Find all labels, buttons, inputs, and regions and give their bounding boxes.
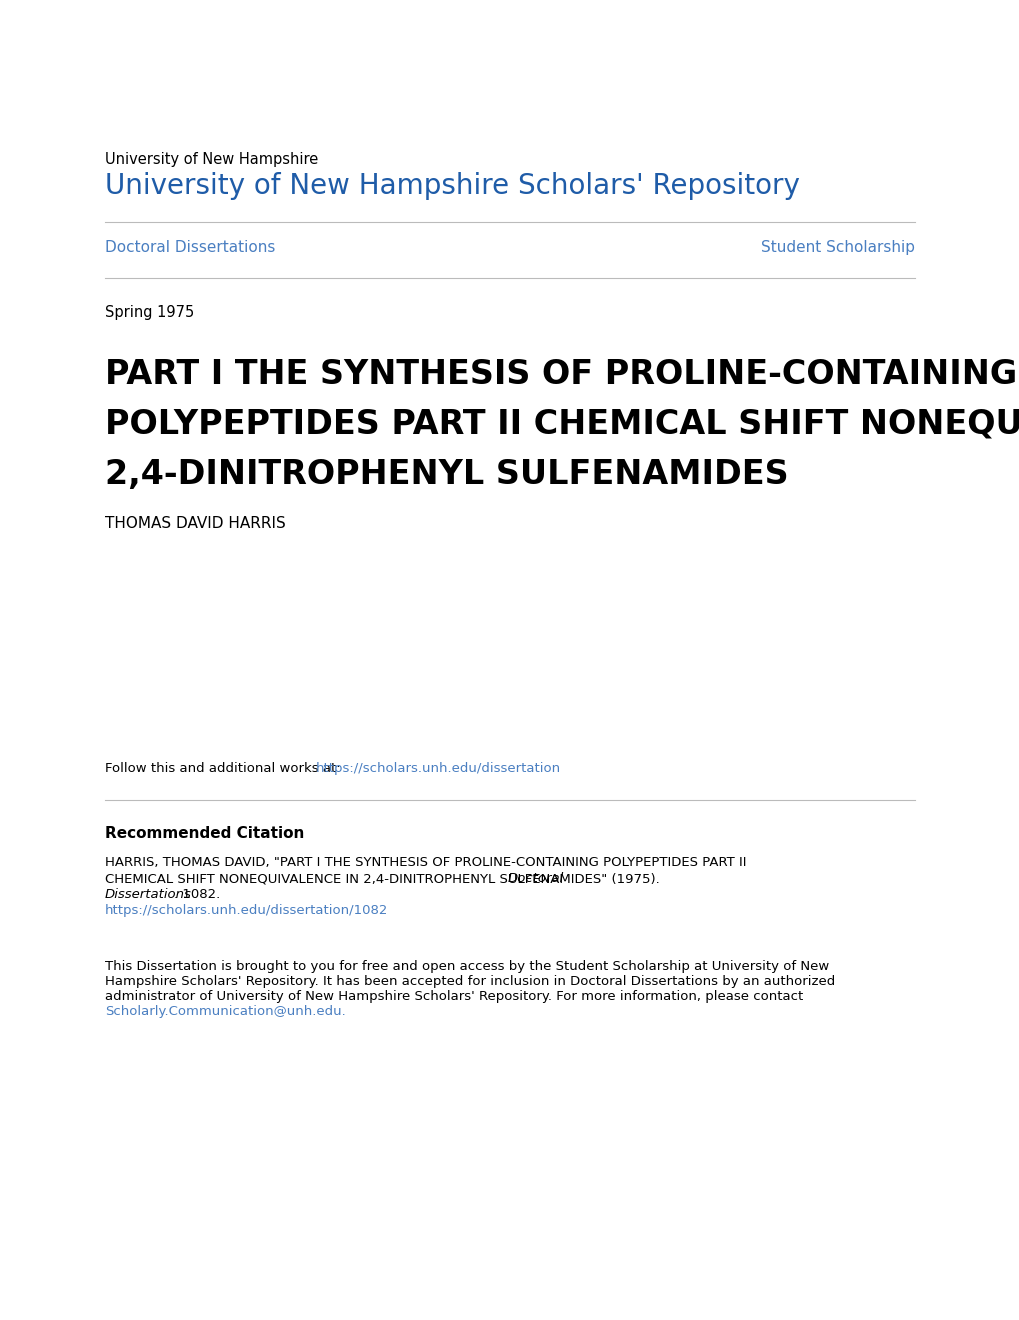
Text: Recommended Citation: Recommended Citation (105, 826, 304, 841)
Text: Student Scholarship: Student Scholarship (760, 240, 914, 255)
Text: University of New Hampshire: University of New Hampshire (105, 152, 318, 168)
Text: THOMAS DAVID HARRIS: THOMAS DAVID HARRIS (105, 516, 285, 531)
Text: administrator of University of New Hampshire Scholars' Repository. For more info: administrator of University of New Hamps… (105, 990, 803, 1003)
Text: Hampshire Scholars' Repository. It has been accepted for inclusion in Doctoral D: Hampshire Scholars' Repository. It has b… (105, 975, 835, 987)
Text: Dissertations: Dissertations (105, 888, 192, 902)
Text: This Dissertation is brought to you for free and open access by the Student Scho: This Dissertation is brought to you for … (105, 960, 828, 973)
Text: CHEMICAL SHIFT NONEQUIVALENCE IN 2,4-DINITROPHENYL SULFENAMIDES" (1975).: CHEMICAL SHIFT NONEQUIVALENCE IN 2,4-DIN… (105, 873, 663, 884)
Text: Doctoral Dissertations: Doctoral Dissertations (105, 240, 275, 255)
Text: 2,4-DINITROPHENYL SULFENAMIDES: 2,4-DINITROPHENYL SULFENAMIDES (105, 458, 788, 491)
Text: Spring 1975: Spring 1975 (105, 305, 194, 319)
Text: Doctoral: Doctoral (506, 873, 562, 884)
Text: Follow this and additional works at:: Follow this and additional works at: (105, 762, 344, 775)
Text: https://scholars.unh.edu/dissertation: https://scholars.unh.edu/dissertation (316, 762, 560, 775)
Text: HARRIS, THOMAS DAVID, "PART I THE SYNTHESIS OF PROLINE-CONTAINING POLYPEPTIDES P: HARRIS, THOMAS DAVID, "PART I THE SYNTHE… (105, 855, 746, 869)
Text: https://scholars.unh.edu/dissertation/1082: https://scholars.unh.edu/dissertation/10… (105, 904, 388, 917)
Text: PART I THE SYNTHESIS OF PROLINE-CONTAINING: PART I THE SYNTHESIS OF PROLINE-CONTAINI… (105, 358, 1016, 391)
Text: University of New Hampshire Scholars' Repository: University of New Hampshire Scholars' Re… (105, 172, 799, 201)
Text: . 1082.: . 1082. (174, 888, 220, 902)
Text: Scholarly.Communication@unh.edu.: Scholarly.Communication@unh.edu. (105, 1005, 345, 1018)
Text: POLYPEPTIDES PART II CHEMICAL SHIFT NONEQUIVALENCE IN: POLYPEPTIDES PART II CHEMICAL SHIFT NONE… (105, 408, 1019, 441)
